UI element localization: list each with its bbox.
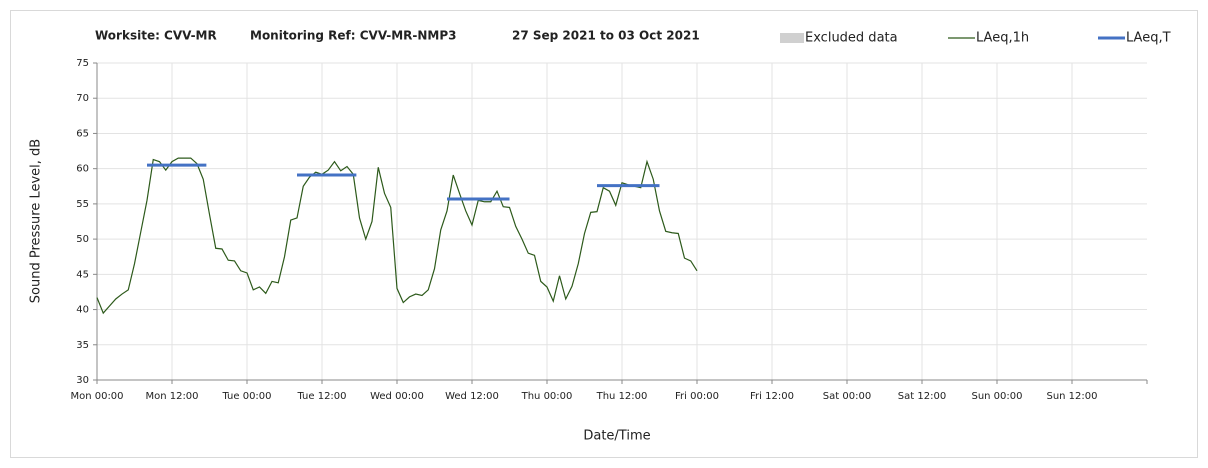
x-tick-label: Tue 12:00 xyxy=(296,391,346,402)
y-axis-label: Sound Pressure Level, dB xyxy=(29,139,44,303)
x-tick-label: Mon 12:00 xyxy=(145,391,198,402)
y-tick-label: 55 xyxy=(76,199,89,210)
x-tick-label: Sun 00:00 xyxy=(971,391,1022,402)
legend-label: LAeq,T xyxy=(1126,31,1171,46)
chart-frame xyxy=(10,10,1198,458)
x-tick-label: Sun 12:00 xyxy=(1046,391,1097,402)
x-tick-label: Fri 12:00 xyxy=(750,391,794,402)
y-tick-label: 75 xyxy=(76,58,89,69)
x-tick-label: Thu 00:00 xyxy=(521,391,573,402)
legend-label: Excluded data xyxy=(805,31,898,46)
x-tick-label: Wed 00:00 xyxy=(370,391,424,402)
title-dates: 27 Sep 2021 to 03 Oct 2021 xyxy=(512,29,700,43)
legend-swatch xyxy=(780,33,804,43)
x-tick-label: Sat 00:00 xyxy=(823,391,871,402)
x-tick-label: Mon 00:00 xyxy=(70,391,123,402)
x-tick-label: Wed 12:00 xyxy=(445,391,499,402)
y-tick-label: 45 xyxy=(76,269,89,280)
title-ref: Monitoring Ref: CVV-MR-NMP3 xyxy=(250,29,457,43)
x-axis-label: Date/Time xyxy=(583,429,650,444)
title-worksite: Worksite: CVV-MR xyxy=(95,29,217,43)
x-tick-label: Tue 00:00 xyxy=(221,391,271,402)
x-tick-label: Thu 12:00 xyxy=(596,391,648,402)
x-tick-label: Sat 12:00 xyxy=(898,391,946,402)
x-tick-label: Fri 00:00 xyxy=(675,391,719,402)
y-tick-label: 50 xyxy=(76,234,89,245)
y-tick-label: 60 xyxy=(76,164,89,175)
y-tick-label: 30 xyxy=(76,375,89,386)
y-tick-label: 65 xyxy=(76,128,89,139)
y-tick-label: 70 xyxy=(76,93,89,104)
y-tick-label: 40 xyxy=(76,305,89,316)
y-tick-label: 35 xyxy=(76,340,89,351)
legend-label: LAeq,1h xyxy=(976,31,1029,46)
